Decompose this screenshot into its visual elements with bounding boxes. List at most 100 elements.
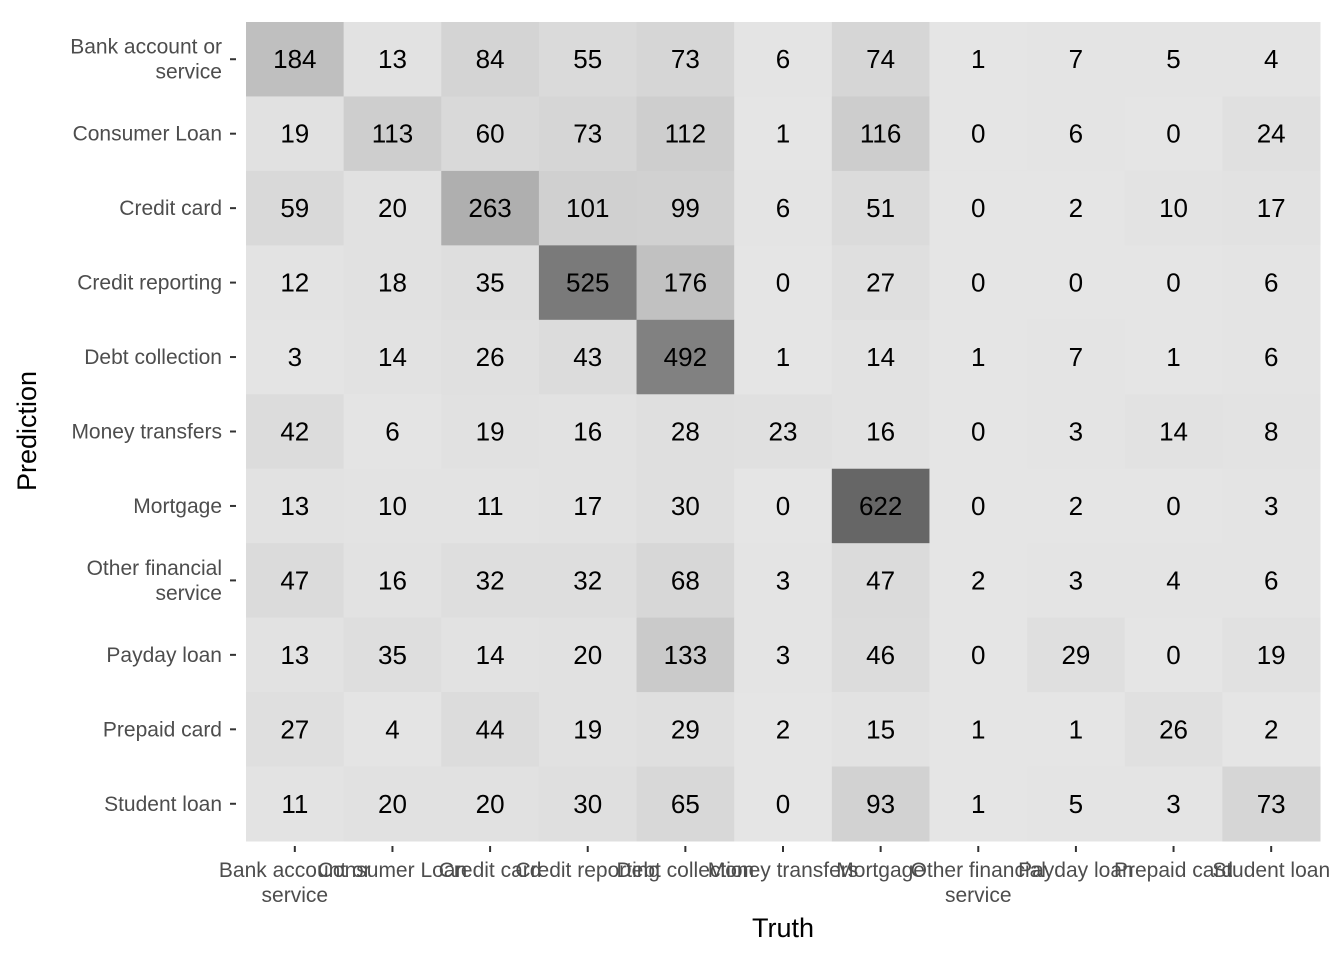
cell-value-label: 0 <box>971 119 985 149</box>
cell-value-label: 46 <box>866 640 895 670</box>
cell-value-label: 6 <box>1264 565 1278 595</box>
cell-value-label: 13 <box>280 640 309 670</box>
cell-value-label: 3 <box>1264 491 1278 521</box>
cell-value-label: 0 <box>776 789 790 819</box>
cell-value-label: 73 <box>671 44 700 74</box>
heatmap-cell <box>636 96 735 172</box>
cell-value-label: 14 <box>866 342 895 372</box>
cell-value-label: 30 <box>671 491 700 521</box>
cell-value-label: 20 <box>378 789 407 819</box>
y-tick-label: Debt collection <box>84 346 222 369</box>
heatmap-cells: 184 13 84 55 73 6 74 1 7 5 419 113 60 73 112 1 116 0 6 0 245… <box>246 22 1321 842</box>
cell-value-label: 0 <box>1166 640 1180 670</box>
heatmap-cell <box>1124 96 1223 172</box>
heatmap-cell <box>343 617 442 693</box>
heatmap-cell <box>929 22 1028 97</box>
y-tick-label: Credit reporting <box>77 272 222 295</box>
heatmap-cell <box>1027 96 1126 172</box>
cell-value-label: 176 <box>664 268 707 298</box>
heatmap-cell <box>734 245 833 321</box>
heatmap-cell <box>1124 319 1223 395</box>
heatmap-cell <box>246 543 345 619</box>
heatmap-cell <box>538 617 638 693</box>
cell-value-label: 20 <box>573 640 602 670</box>
heatmap-cell <box>343 170 442 246</box>
cell-value-label: 7 <box>1069 342 1083 372</box>
cell-value-label: 17 <box>573 491 602 521</box>
heatmap-cell <box>1124 543 1223 619</box>
cell-value-label: 47 <box>866 565 895 595</box>
heatmap-cell <box>1124 766 1223 842</box>
heatmap-cell <box>636 543 735 619</box>
cell-value-label: 2 <box>1264 714 1278 744</box>
heatmap-cell <box>831 170 930 246</box>
heatmap-cell <box>929 617 1028 693</box>
cell-value-label: 26 <box>476 342 505 372</box>
cell-value-label: 68 <box>671 565 700 595</box>
cell-value-label: 6 <box>1069 119 1083 149</box>
cell-value-label: 44 <box>476 714 505 744</box>
cell-value-label: 622 <box>859 491 902 521</box>
heatmap-cell <box>538 394 638 470</box>
cell-value-label: 0 <box>971 193 985 223</box>
cell-value-label: 1 <box>971 714 985 744</box>
cell-value-label: 263 <box>468 193 511 223</box>
heatmap-cell <box>1222 170 1321 246</box>
heatmap-cell <box>1027 617 1126 693</box>
y-tick-label: Money transfers <box>71 421 222 444</box>
cell-value-label: 30 <box>573 789 602 819</box>
heatmap-cell <box>1027 170 1126 246</box>
heatmap-cell <box>831 468 930 544</box>
cell-value-label: 11 <box>281 789 308 819</box>
cell-value-label: 16 <box>378 565 407 595</box>
heatmap-cell <box>929 394 1028 470</box>
heatmap-cell <box>441 617 540 693</box>
heatmap-cell <box>734 692 833 768</box>
cell-value-label: 32 <box>476 565 505 595</box>
cell-value-label: 17 <box>1257 193 1286 223</box>
cell-value-label: 47 <box>280 565 309 595</box>
cell-value-label: 6 <box>1264 268 1278 298</box>
cell-value-label: 1 <box>776 342 790 372</box>
cell-value-label: 3 <box>1166 789 1180 819</box>
heatmap-cell <box>1027 468 1126 544</box>
heatmap-cell <box>1027 766 1126 842</box>
cell-value-label: 133 <box>664 640 707 670</box>
y-tick-label: Prepaid card <box>103 718 222 741</box>
x-tick-label: Credit reporting <box>515 859 660 882</box>
cell-value-label: 23 <box>769 417 798 447</box>
heatmap-cell <box>636 319 735 395</box>
cell-value-label: 24 <box>1257 119 1286 149</box>
heatmap-cell <box>636 617 735 693</box>
cell-value-label: 112 <box>665 119 706 149</box>
heatmap-cell <box>538 468 638 544</box>
y-axis-title: Prediction <box>12 371 42 491</box>
cell-value-label: 1 <box>971 44 985 74</box>
cell-value-label: 13 <box>280 491 309 521</box>
cell-value-label: 84 <box>476 44 505 74</box>
heatmap-cell <box>831 617 930 693</box>
cell-value-label: 2 <box>776 714 790 744</box>
heatmap-cell <box>929 170 1028 246</box>
cell-value-label: 3 <box>288 342 302 372</box>
cell-value-label: 16 <box>573 417 602 447</box>
heatmap-cell <box>929 692 1028 768</box>
heatmap-cell <box>1027 543 1126 619</box>
x-axis-title: Truth <box>752 913 814 943</box>
cell-value-label: 29 <box>1061 640 1090 670</box>
heatmap-cell <box>734 96 833 172</box>
heatmap-cell <box>538 96 638 172</box>
heatmap-cell <box>538 766 638 842</box>
cell-value-label: 0 <box>971 491 985 521</box>
heatmap-cell <box>636 766 735 842</box>
cell-value-label: 0 <box>971 268 985 298</box>
x-tick-label: Payday loan <box>1018 859 1134 882</box>
heatmap-cell <box>441 319 540 395</box>
heatmap-cell <box>538 245 638 321</box>
heatmap-cell <box>929 96 1028 172</box>
cell-value-label: 11 <box>477 491 504 521</box>
cell-value-label: 6 <box>776 193 790 223</box>
cell-value-label: 525 <box>566 268 609 298</box>
